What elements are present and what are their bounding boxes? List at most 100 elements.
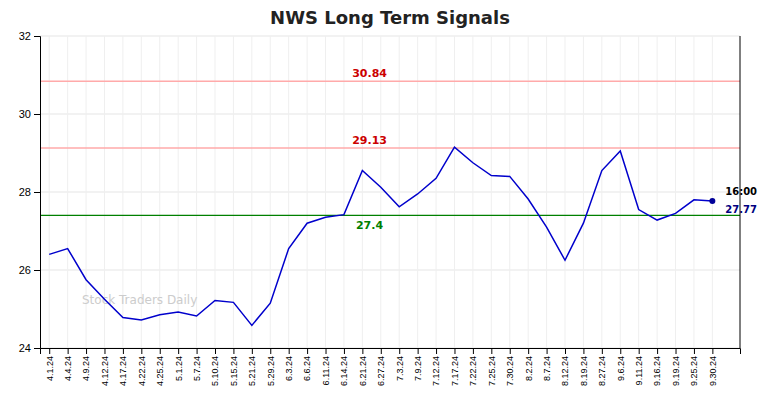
tick-label: 5.1.24 bbox=[174, 356, 184, 381]
tick: 6.14.24 bbox=[339, 348, 349, 386]
reference-line bbox=[40, 81, 740, 82]
grid-line bbox=[472, 36, 473, 348]
tick-mark bbox=[215, 348, 216, 354]
tick-mark bbox=[307, 348, 308, 354]
grid-line bbox=[49, 36, 50, 348]
tick-label: 9.6.24 bbox=[616, 356, 626, 381]
tick-mark bbox=[326, 348, 327, 354]
last-point bbox=[709, 198, 715, 204]
tick-mark bbox=[104, 348, 105, 354]
tick-mark bbox=[436, 348, 437, 354]
grid-line bbox=[251, 36, 252, 348]
grid-line bbox=[509, 36, 510, 348]
grid-line bbox=[638, 36, 639, 348]
grid bbox=[40, 36, 740, 348]
tick: 7.17.24 bbox=[450, 348, 460, 386]
reference-line bbox=[40, 147, 740, 148]
tick-mark bbox=[473, 348, 474, 354]
tick-mark bbox=[676, 348, 677, 354]
tick-mark bbox=[49, 348, 50, 354]
tick: 9.16.24 bbox=[652, 348, 662, 386]
grid-line bbox=[325, 36, 326, 348]
tick: 4.12.24 bbox=[100, 348, 110, 386]
tick-mark bbox=[34, 36, 40, 37]
grid-line bbox=[380, 36, 381, 348]
tick-mark bbox=[565, 348, 566, 354]
grid-line bbox=[288, 36, 289, 348]
tick: 6.6.24 bbox=[302, 348, 312, 381]
tick-label: 8.7.24 bbox=[542, 356, 552, 381]
tick-mark bbox=[510, 348, 511, 354]
tick-label: 7.3.24 bbox=[395, 356, 405, 381]
tick-label: 7.30.24 bbox=[505, 356, 515, 386]
tick-mark bbox=[547, 348, 548, 354]
tick-label: 5.21.24 bbox=[247, 356, 257, 386]
tick: 32 bbox=[19, 30, 40, 42]
axis-line bbox=[41, 349, 741, 355]
axis-line bbox=[34, 37, 41, 349]
tick: 7.9.24 bbox=[413, 348, 423, 381]
grid-line bbox=[399, 36, 400, 348]
tick-label: 4.22.24 bbox=[137, 356, 147, 386]
grid-line bbox=[40, 270, 740, 271]
tick: 5.7.24 bbox=[192, 348, 202, 381]
tick: 4.22.24 bbox=[137, 348, 147, 386]
grid-line bbox=[583, 36, 584, 348]
annotations: 27.429.1330.8416:0027.77 bbox=[352, 67, 757, 232]
last-time-label: 16:00 bbox=[725, 186, 757, 197]
tick-mark bbox=[289, 348, 290, 354]
tick: 5.29.24 bbox=[266, 348, 276, 386]
tick: 9.25.24 bbox=[689, 348, 699, 386]
tick-mark bbox=[34, 348, 40, 349]
tick-label: 5.7.24 bbox=[192, 356, 202, 381]
grid-line bbox=[454, 36, 455, 348]
tick-mark bbox=[528, 348, 529, 354]
frame-line bbox=[740, 36, 741, 348]
tick: 6.27.24 bbox=[376, 348, 386, 386]
tick: 4.9.24 bbox=[81, 348, 91, 381]
tick: 5.21.24 bbox=[247, 348, 257, 386]
tick: 4.17.24 bbox=[118, 348, 128, 386]
tick-mark bbox=[344, 348, 345, 354]
tick-mark bbox=[583, 348, 584, 354]
tick-label: 7.25.24 bbox=[487, 356, 497, 386]
grid-line bbox=[362, 36, 363, 348]
tick-label: 28 bbox=[19, 186, 31, 198]
tick-label: 8.27.24 bbox=[597, 356, 607, 386]
tick-mark bbox=[34, 114, 40, 115]
last-value-label: 27.77 bbox=[725, 204, 757, 215]
grid-line bbox=[40, 192, 740, 193]
tick-mark bbox=[160, 348, 161, 354]
tick-label: 9.30.24 bbox=[708, 356, 718, 386]
tick-label: 9.16.24 bbox=[652, 356, 662, 386]
grid-line bbox=[417, 36, 418, 348]
grid-line bbox=[528, 36, 529, 348]
tick-mark bbox=[123, 348, 124, 354]
tick-label: 6.14.24 bbox=[339, 356, 349, 386]
grid-line bbox=[620, 36, 621, 348]
tick-mark bbox=[34, 270, 40, 271]
tick: 9.30.24 bbox=[708, 348, 718, 386]
tick-mark bbox=[178, 348, 179, 354]
tick-label: 4.17.24 bbox=[118, 356, 128, 386]
grid-line bbox=[67, 36, 68, 348]
tick-mark bbox=[86, 348, 87, 354]
tick-label: 26 bbox=[19, 264, 31, 276]
tick: 7.25.24 bbox=[487, 348, 497, 386]
tick-label: 24 bbox=[19, 342, 31, 354]
tick: 4.1.24 bbox=[45, 348, 55, 381]
tick: 8.27.24 bbox=[597, 348, 607, 386]
tick: 4.25.24 bbox=[155, 348, 165, 386]
marks bbox=[40, 81, 740, 325]
tick: 8.2.24 bbox=[524, 348, 534, 381]
tick-mark bbox=[270, 348, 271, 354]
tick-label: 6.6.24 bbox=[302, 356, 312, 381]
reference-label: 27.4 bbox=[356, 219, 383, 232]
tick-mark bbox=[197, 348, 198, 354]
chart: Stock Traders Daily27.429.1330.8416:0027… bbox=[0, 0, 784, 398]
tick-label: 7.17.24 bbox=[450, 356, 460, 386]
tick-label: 4.1.24 bbox=[45, 356, 55, 381]
tick: 6.11.24 bbox=[321, 348, 331, 385]
tick-label: 4.9.24 bbox=[81, 356, 91, 381]
tick-mark bbox=[381, 348, 382, 354]
